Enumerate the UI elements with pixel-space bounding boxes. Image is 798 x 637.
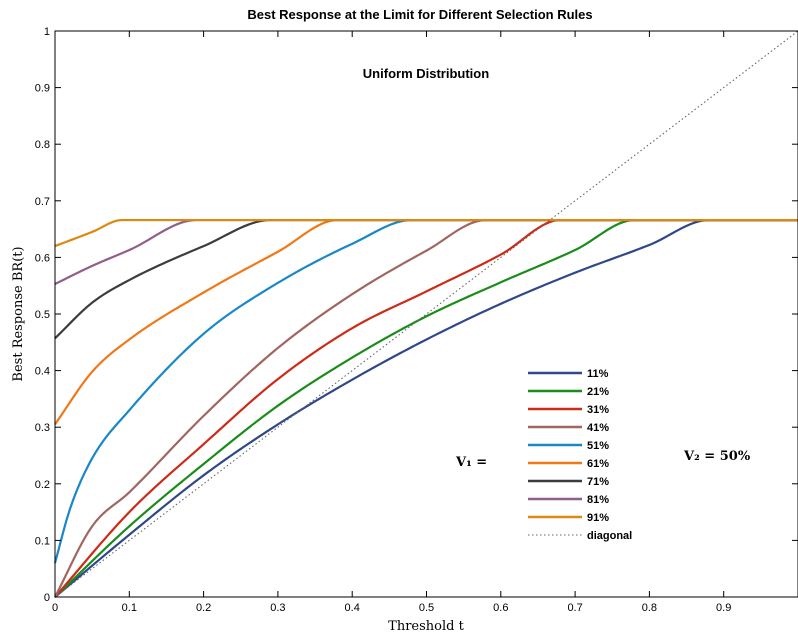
y-tick-label: 0.4 (35, 366, 50, 378)
x-tick-label: 0.9 (716, 602, 731, 614)
y-tick-label: 0 (44, 592, 50, 604)
x-tick-label: 0.5 (419, 602, 434, 614)
y-tick-label: 0.9 (35, 83, 50, 95)
x-tick-label: 0.6 (493, 602, 508, 614)
legend-label: 11% (587, 368, 609, 380)
plot-series (53, 30, 798, 598)
chart-subtitle: Uniform Distribution (363, 66, 489, 81)
legend-label: 91% (587, 512, 609, 524)
y-axis-label: Best Response BR(t) (11, 246, 26, 381)
chart-title: Best Response at the Limit for Different… (247, 7, 592, 22)
x-tick-label: 0.7 (567, 602, 582, 614)
x-tick-label: 0.1 (122, 602, 137, 614)
legend-label: 71% (587, 476, 609, 488)
legend-label: diagonal (587, 530, 632, 542)
v2-annotation: V₂ = 50% (683, 449, 751, 464)
y-tick-label: 0.3 (35, 422, 50, 434)
series-line-11pct (54, 218, 798, 598)
legend-label: 81% (587, 494, 609, 506)
y-tick-label: 0.8 (35, 139, 50, 151)
v1-annotation: V₁ = (455, 455, 487, 470)
legend-label: 21% (587, 386, 609, 398)
y-tick-label: 0.7 (35, 196, 50, 208)
legend-label: 61% (587, 458, 609, 470)
legend-label: 41% (587, 422, 609, 434)
legend: 11% 21% 31% 41% 51% 61% 71% 81% 91% diagonal (528, 368, 632, 542)
y-tick-label: 0.6 (35, 252, 50, 264)
y-tick-label: 0.2 (35, 479, 50, 491)
x-tick-label: 0.3 (270, 602, 285, 614)
x-axis-label: Threshold t (388, 619, 464, 634)
legend-label: 51% (587, 440, 609, 452)
y-tick-label: 0.5 (35, 309, 50, 321)
series-line-91pct (54, 218, 798, 248)
x-axis: 0 0.1 0.2 0.3 0.4 0.5 0.6 0.7 0.8 0.9 (52, 31, 731, 614)
y-tick-label: 1 (44, 26, 50, 38)
legend-label: 31% (587, 404, 609, 416)
y-tick-label: 0.1 (35, 535, 50, 547)
y-axis: 0 0.1 0.2 0.3 0.4 0.5 0.6 0.7 0.8 0.9 1 (35, 26, 798, 604)
x-tick-label: 0.8 (642, 602, 657, 614)
x-tick-label: 0.2 (196, 602, 211, 614)
x-tick-label: 0.4 (345, 602, 360, 614)
x-tick-label: 0 (52, 602, 58, 614)
